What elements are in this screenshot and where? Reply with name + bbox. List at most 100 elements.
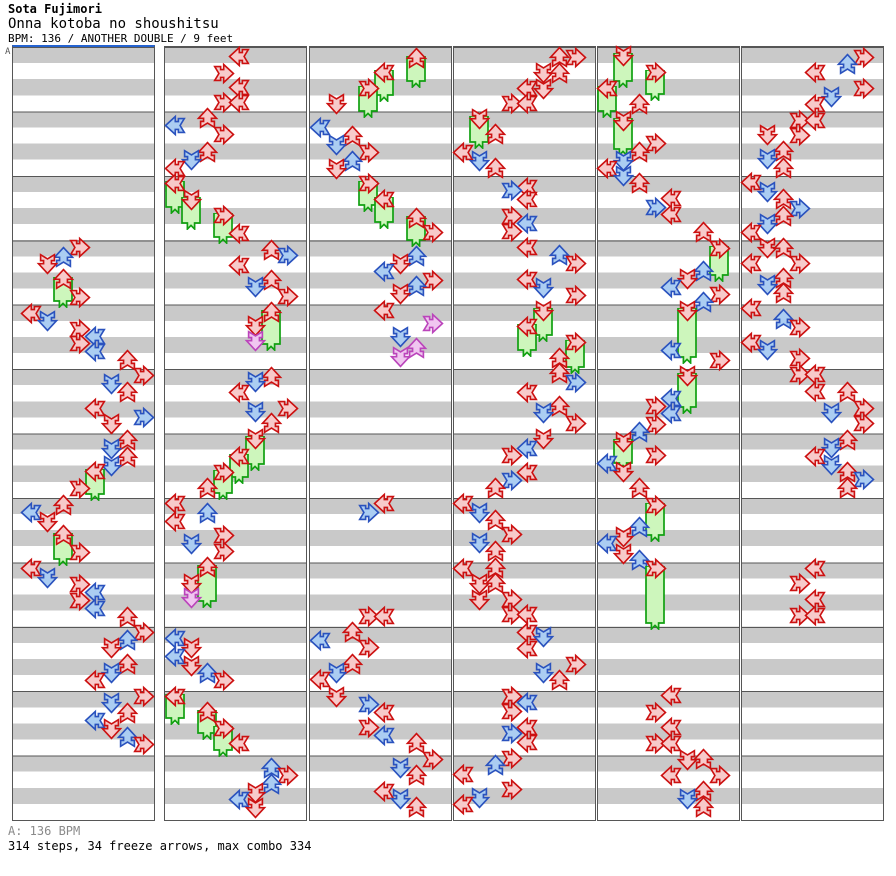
note-up [772, 266, 794, 289]
note-left [803, 604, 826, 626]
note-down [532, 427, 554, 450]
note-down [36, 252, 58, 275]
note-up [260, 411, 282, 434]
note-left [372, 299, 395, 321]
note-left [308, 116, 331, 138]
freeze-tail [645, 566, 665, 630]
note-down-freeze-head [676, 364, 698, 387]
note-left [595, 532, 618, 554]
note-up [116, 445, 138, 468]
note-left [83, 325, 106, 347]
freeze-tail [677, 373, 697, 414]
note-up [772, 281, 794, 304]
note-left [372, 724, 395, 746]
note-right [564, 46, 587, 68]
note-down [36, 510, 58, 533]
note-left [451, 557, 474, 579]
note-left [372, 492, 395, 514]
chart-column-2 [163, 45, 307, 821]
note-down [36, 566, 58, 589]
note-down [468, 501, 490, 524]
note-left [803, 93, 826, 115]
note-up [484, 556, 506, 579]
chart-column-1 [12, 45, 155, 821]
note-up [628, 515, 650, 538]
note-up [405, 763, 427, 786]
note-right [357, 636, 380, 658]
note-down [244, 329, 266, 352]
note-down [612, 460, 634, 483]
note-down [676, 748, 698, 771]
note-left [515, 637, 538, 659]
note-up [116, 628, 138, 651]
note-up [628, 476, 650, 499]
note-down [100, 691, 122, 714]
note-right [644, 196, 667, 218]
note-right [276, 244, 299, 266]
note-down-freeze-head [612, 44, 634, 67]
note-up [405, 274, 427, 297]
note-left [515, 621, 538, 643]
note-left [515, 603, 538, 625]
note-left-freeze-head [515, 315, 538, 337]
note-left [227, 45, 250, 67]
note-down [532, 401, 554, 424]
note-up [52, 493, 74, 516]
note-left [227, 788, 250, 810]
note-right [788, 252, 811, 274]
note-left [163, 492, 186, 514]
note-left [659, 764, 682, 786]
note-left [659, 276, 682, 298]
note-right [68, 332, 91, 354]
note-down [756, 180, 778, 203]
note-left [659, 716, 682, 738]
note-right [421, 269, 444, 291]
note-left [803, 363, 826, 385]
note-right [357, 693, 380, 715]
note-left [515, 92, 538, 114]
note-left [595, 452, 618, 474]
note-right [852, 412, 875, 434]
note-left [515, 461, 538, 483]
note-right [421, 312, 444, 334]
note-right [708, 764, 731, 786]
chart-info-line: BPM: 136 / ANOTHER DOUBLE / 9 feet [8, 32, 234, 45]
note-left [803, 380, 826, 402]
note-down [36, 309, 58, 332]
note-right [564, 252, 587, 274]
note-right [500, 700, 523, 722]
note-right [212, 91, 235, 113]
note-down [244, 275, 266, 298]
note-right [132, 685, 155, 707]
note-up [116, 652, 138, 675]
section-a-marker: A [5, 47, 11, 57]
note-up [484, 539, 506, 562]
note-down [180, 636, 202, 659]
note-up [772, 187, 794, 210]
note-right [500, 444, 523, 466]
note-down [676, 787, 698, 810]
note-up [772, 204, 794, 227]
note-left [803, 445, 826, 467]
note-down [389, 252, 411, 275]
footer-bpm-line: A: 136 BPM [8, 824, 81, 838]
note-down [532, 625, 554, 648]
note-left [227, 91, 250, 113]
note-left [227, 222, 250, 244]
note-left [308, 629, 331, 651]
note-down [612, 149, 634, 172]
note-down [180, 148, 202, 171]
note-left [83, 709, 106, 731]
note-left [308, 668, 331, 690]
note-left-freeze-head [595, 77, 618, 99]
note-up [548, 45, 570, 68]
chart-column-4 [451, 45, 596, 821]
note-right [357, 605, 380, 627]
footer-stats-line: 314 steps, 34 freeze arrows, max combo 3… [8, 839, 312, 853]
note-up [692, 290, 714, 313]
note-up [692, 779, 714, 802]
note-right [421, 748, 444, 770]
note-up [405, 244, 427, 267]
note-right [788, 604, 811, 626]
